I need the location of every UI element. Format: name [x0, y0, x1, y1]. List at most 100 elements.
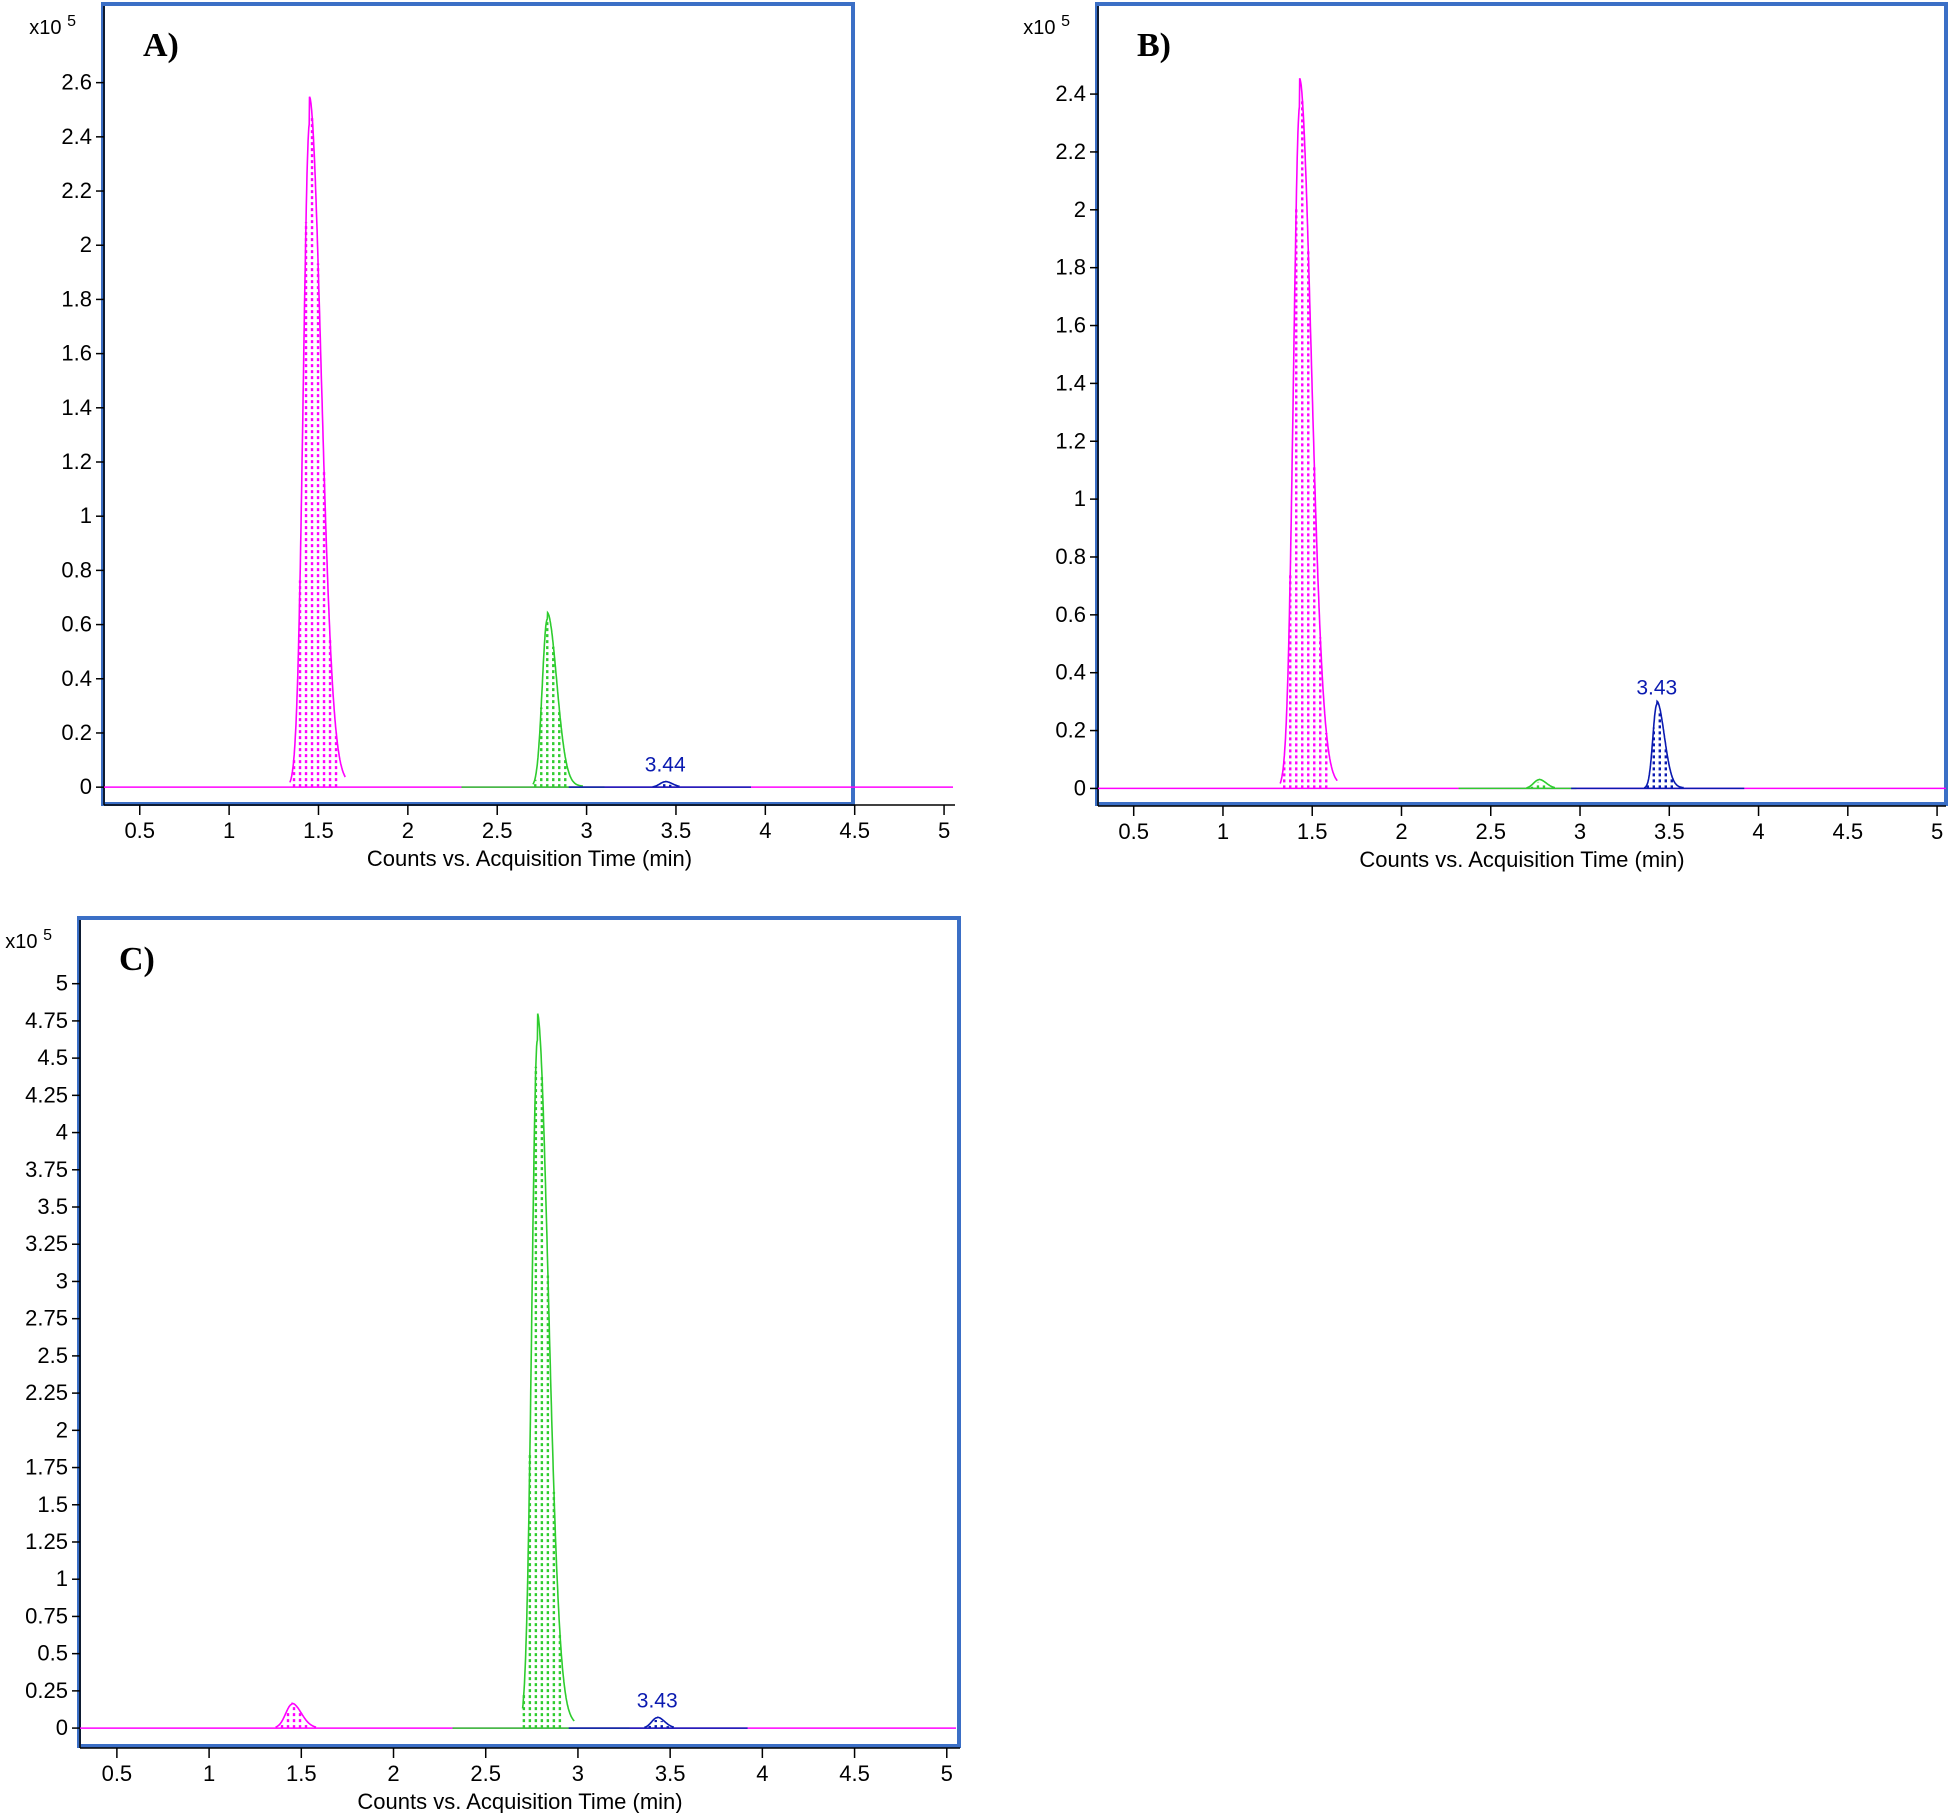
y-tick-label: 1.8: [61, 286, 92, 311]
series-magenta: [80, 1702, 956, 1729]
panel-label: A): [143, 27, 179, 64]
y-tick-label: 4.5: [37, 1045, 68, 1070]
x-tick-label: 5: [941, 1761, 953, 1786]
y-tick-label: 2.2: [61, 178, 92, 203]
x-tick-label: 2: [1395, 819, 1407, 844]
panel-label: C): [119, 941, 155, 978]
peak-outline: [1526, 778, 1555, 789]
y-tick-label: 0.6: [61, 612, 92, 637]
y-tick-label: 0.5: [37, 1641, 68, 1666]
y-tick-label: 3.25: [25, 1231, 68, 1256]
y-tick-label: 1.2: [1055, 428, 1086, 453]
y-tick-label: 2.5: [37, 1343, 68, 1368]
y-tick-label: 2: [56, 1417, 68, 1442]
y-multiplier: x10 5: [29, 13, 76, 39]
x-tick-label: 5: [1931, 819, 1943, 844]
x-tick-label: 3: [572, 1761, 584, 1786]
peak-outline: [1643, 699, 1684, 789]
y-tick-label: 2: [1074, 197, 1086, 222]
x-tick-label: 0.5: [124, 818, 155, 843]
chart-panel-c: 0 0.25 0.5 0.75 1 1.25 1.5 1.75 2 2.25 2.5 2.75 3 3.2…: [5, 916, 961, 1813]
x-tick-label: 3: [580, 818, 592, 843]
x-axis-title: Counts vs. Acquisition Time (min): [357, 1789, 682, 1813]
series-magenta: [104, 96, 953, 788]
peak-outline: [532, 610, 583, 787]
x-tick-label: 2.5: [470, 1761, 501, 1786]
y-tick-label: 0.8: [1055, 544, 1086, 569]
x-tick-label: 4: [759, 818, 771, 843]
x-tick-label: 1: [203, 1761, 215, 1786]
panel-frame: [1095, 2, 1948, 806]
y-tick-label: 0: [1074, 775, 1086, 800]
x-tick-label: 5: [938, 818, 950, 843]
x-tick-label: 0.5: [1118, 819, 1149, 844]
y-tick-label: 2.75: [25, 1306, 68, 1331]
y-tick-label: 1.4: [1055, 370, 1086, 395]
y-tick-label: 0.6: [1055, 602, 1086, 627]
chart-panel-b: 0 0.2 0.4 0.6 0.8 1 1.2 1.4 1.6 1.8 2 2.2 2.4 0.5 1 1.5…: [1023, 2, 1948, 872]
y-tick-label: 0.75: [25, 1603, 68, 1628]
y-tick-label: 1.8: [1055, 255, 1086, 280]
y-tick-label: 1.2: [61, 449, 92, 474]
peak-outline: [275, 1702, 317, 1728]
x-tick-label: 1.5: [286, 1761, 317, 1786]
peak-outline: [652, 780, 680, 788]
series-blue: [1571, 699, 1745, 790]
y-tick-label: 1.6: [61, 341, 92, 366]
panel-label: B): [1137, 27, 1171, 64]
series-blue: [568, 1716, 748, 1729]
x-tick-label: 4.5: [1833, 819, 1864, 844]
x-tick-label: 1.5: [1297, 819, 1328, 844]
y-tick-label: 1.75: [25, 1455, 68, 1480]
y-tick-label: 2.6: [61, 70, 92, 95]
y-tick-label: 2.4: [61, 124, 92, 149]
y-multiplier: x10 5: [5, 927, 52, 953]
x-tick-label: 1.5: [303, 818, 334, 843]
y-tick-label: 1: [1074, 486, 1086, 511]
x-tick-label: 4.5: [839, 1761, 870, 1786]
y-tick-label: 2.2: [1055, 139, 1086, 164]
series-blue: [568, 780, 752, 788]
peak-rt-label: 3.43: [1636, 677, 1677, 700]
y-tick-label: 2: [80, 232, 92, 257]
x-axis-title: Counts vs. Acquisition Time (min): [367, 846, 692, 871]
x-axis-title: Counts vs. Acquisition Time (min): [1359, 847, 1684, 872]
peak-outline: [644, 1716, 675, 1729]
x-tick-label: 2: [402, 818, 414, 843]
y-tick-label: 1.5: [37, 1492, 68, 1517]
y-tick-label: 2.25: [25, 1380, 68, 1405]
peak-rt-label: 3.43: [637, 1690, 678, 1713]
x-tick-label: 4: [1752, 819, 1764, 844]
y-tick-label: 0.8: [61, 557, 92, 582]
y-tick-label: 4: [56, 1120, 68, 1145]
x-tick-label: 2: [387, 1761, 399, 1786]
series-green: [1458, 778, 1577, 790]
y-tick-label: 0: [80, 774, 92, 799]
x-tick-label: 2.5: [1475, 819, 1506, 844]
x-tick-label: 3.5: [1654, 819, 1685, 844]
y-tick-label: 4.75: [25, 1008, 68, 1033]
x-tick-label: 2.5: [482, 818, 513, 843]
y-tick-label: 0.2: [1055, 718, 1086, 743]
series-magenta: [1098, 77, 1946, 790]
y-tick-label: 0.25: [25, 1678, 68, 1703]
y-tick-label: 0.4: [61, 666, 92, 691]
chart-panel-a: 0 0.2 0.4 0.6 0.8 1 1.2 1.4 1.6 1.8 2 2.2 2.4 2.6 0.5 1…: [29, 2, 955, 871]
x-tick-label: 3.5: [655, 1761, 686, 1786]
y-tick-label: 4.25: [25, 1082, 68, 1107]
y-tick-label: 0.2: [61, 720, 92, 745]
y-tick-label: 1: [80, 503, 92, 528]
x-tick-label: 0.5: [102, 1761, 133, 1786]
panel-frame: [101, 2, 855, 806]
y-tick-label: 1.6: [1055, 313, 1086, 338]
y-multiplier: x10 5: [1023, 13, 1070, 39]
y-tick-label: 0: [56, 1715, 68, 1740]
y-tick-label: 3.75: [25, 1157, 68, 1182]
y-tick-label: 2.4: [1055, 81, 1086, 106]
y-tick-label: 1.4: [61, 395, 92, 420]
x-tick-label: 1: [223, 818, 235, 843]
y-tick-label: 0.4: [1055, 660, 1086, 685]
x-tick-label: 3.5: [661, 818, 692, 843]
y-tick-label: 3: [56, 1268, 68, 1293]
